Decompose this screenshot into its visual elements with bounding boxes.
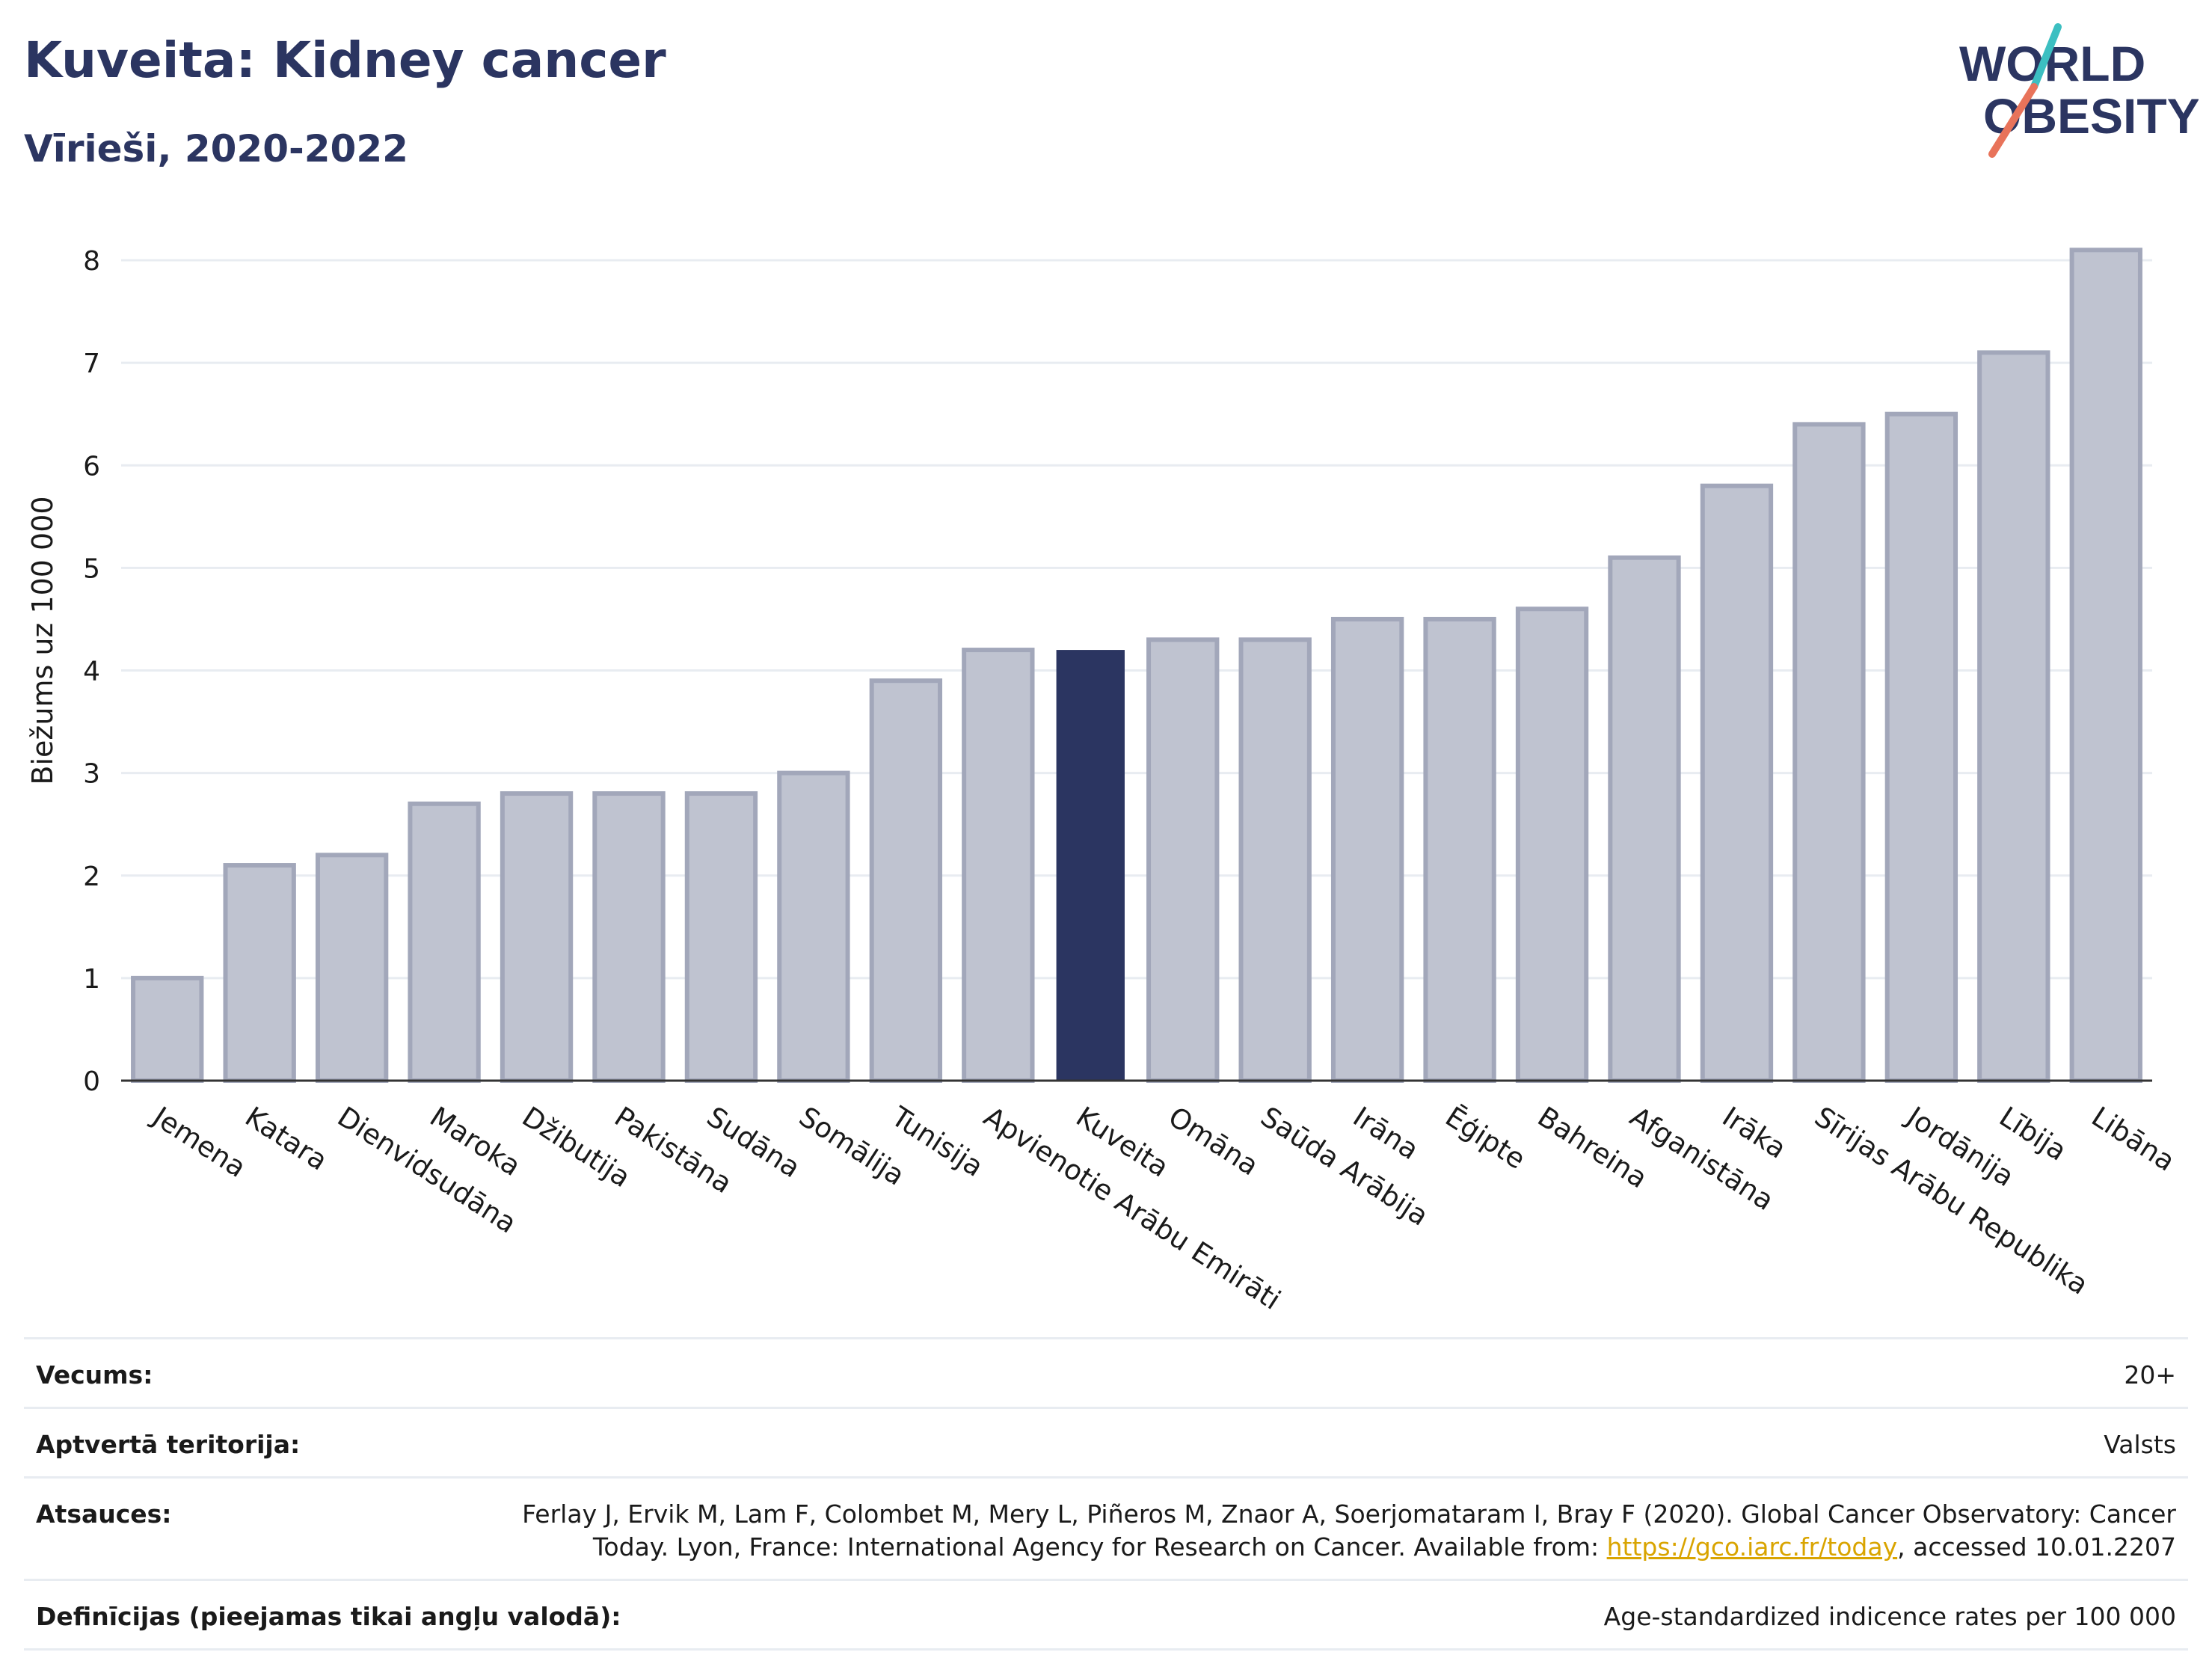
bar-Pakistāna [592,791,666,1084]
bar-Afganistāna [1608,555,1681,1083]
references-value: Ferlay J, Ervik M, Lam F, Colombet M, Me… [522,1498,2176,1564]
bar-Dienvidsudāna [315,853,389,1083]
age-value: 20+ [2124,1360,2176,1390]
x-tick-label: Jemena [146,1099,251,1184]
x-tick-label: Saūda Arābija [1255,1100,1434,1232]
bar-Libāna [2069,248,2142,1084]
references-text-line1: Ferlay J, Ervik M, Lam F, Colombet M, Me… [522,1499,2176,1529]
info-row-territory: Aptvertā teritorija: Valsts [24,1409,2188,1479]
info-table: Vecums: 20+ Aptvertā teritorija: Valsts … [24,1337,2188,1651]
x-tick-label: Ēģipte [1440,1100,1531,1175]
definitions-value: Age-standardized indicence rates per 100… [1603,1602,2176,1631]
territory-label: Aptvertā teritorija: [36,1430,301,1459]
references-text-line2: Today. Lyon, France: International Agenc… [592,1532,1607,1562]
bar-Irāna [1330,616,1404,1083]
y-tick-label: 2 [83,862,100,892]
info-row-age: Vecums: 20+ [24,1339,2188,1409]
bar-Sīrijas Arābu Republika [1792,422,1866,1083]
bar-Džibutija [500,791,574,1084]
references-link[interactable]: https://gco.iarc.fr/today [1606,1532,1898,1562]
y-axis-label: Biežums uz 100 000 [26,496,59,784]
logo-slash-coral [1988,83,2038,158]
info-row-definitions: Definīcijas (pieejamas tikai angļu valod… [24,1581,2188,1651]
bars [131,248,2142,1084]
y-tick-label: 5 [83,553,100,584]
y-axis-ticks: 0 1 2 3 4 5 6 7 8 [83,246,100,1097]
bar-Somālija [777,770,850,1083]
x-axis-ticks: JemenaKataraDienvidsudānaMarokaDžibutija… [146,1099,2181,1316]
logo-slash-teal [2030,23,2062,90]
references-label: Atsauces: [36,1499,172,1529]
chart-subtitle: Vīrieši, 2020-2022 [24,127,408,171]
bar-Bahreina [1515,607,1589,1083]
bar-chart: 0 1 2 3 4 5 6 7 8 JemenaKataraDienvidsudānaMarok… [26,246,2181,1316]
x-tick-label: Omāna [1163,1100,1265,1182]
definitions-label: Definīcijas (pieejamas tikai angļu valod… [36,1602,621,1631]
x-tick-label: Libāna [2086,1100,2181,1177]
y-tick-label: 4 [83,657,100,687]
bar-Lībija [1977,350,2050,1084]
bar-Kuveita [1056,650,1125,1081]
x-tick-label: Somālija [793,1100,910,1191]
y-tick-label: 6 [83,451,100,482]
bar-Maroka [408,801,481,1083]
bar-Irāka [1700,483,1774,1083]
info-row-references: Atsauces: Ferlay J, Ervik M, Lam F, Colo… [24,1479,2188,1581]
y-tick-label: 7 [83,348,100,379]
bar-Sudāna [684,791,758,1084]
bar-Omāna [1146,637,1220,1083]
bar-Saūda Arābija [1238,637,1312,1083]
bar-Jordānija [1884,411,1958,1083]
references-text-accessed: , accessed 10.01.2207 [1897,1532,2176,1562]
bar-Jemena [131,975,204,1083]
chart-title: Kuveita: Kidney cancer [24,31,666,89]
bar-Apvienotie Arābu Emirāti [962,648,1035,1083]
y-tick-label: 0 [83,1066,100,1097]
world-obesity-logo: WORLD OBESITY [1959,23,2199,158]
x-tick-label: Katara [239,1100,333,1176]
bar-Ēģipte [1423,616,1496,1083]
territory-value: Valsts [2104,1430,2176,1459]
age-label: Vecums: [36,1360,153,1390]
y-tick-label: 8 [83,246,100,277]
y-tick-label: 1 [83,964,100,995]
y-tick-label: 3 [83,759,100,790]
x-tick-label: Irāka [1717,1100,1792,1164]
bar-Tunisija [869,678,943,1083]
bar-Katara [223,863,296,1083]
